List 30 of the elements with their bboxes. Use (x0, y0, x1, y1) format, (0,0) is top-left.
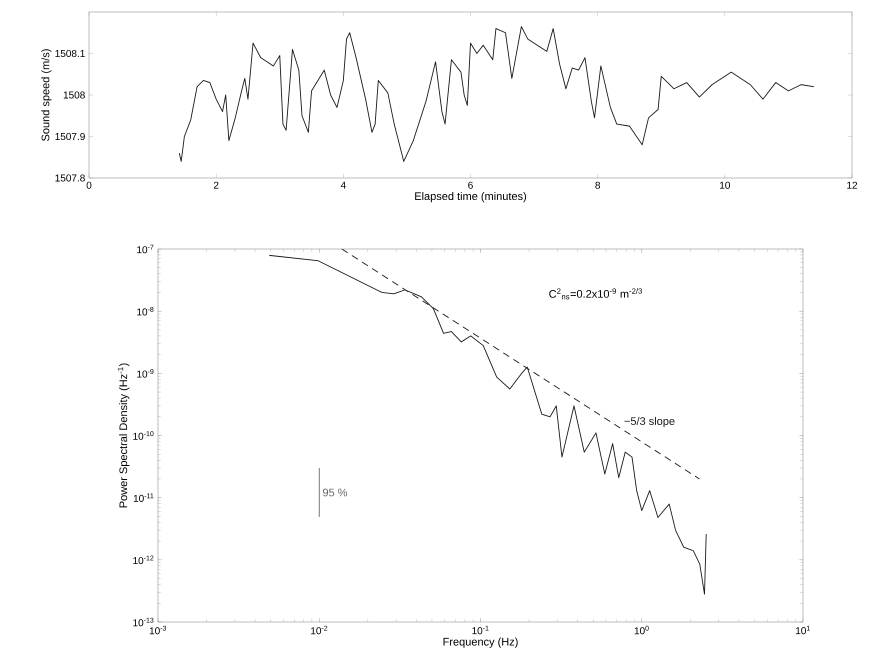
y-tick-label: 1508 (64, 91, 85, 99)
y-axis-title: Sound speed (m/s) (41, 49, 52, 141)
y-tick-label: 10$^{-10}$ (133, 431, 154, 440)
x-tick-label: 0 (86, 182, 92, 189)
series-label: 95 % (322, 488, 348, 496)
y-tick-label: 10$^{-8}$ (137, 306, 154, 316)
x-tick-label: 2 (214, 182, 218, 189)
x-tick-label: 10$^{0}$ (634, 626, 649, 634)
x-tick-label: 4 (340, 182, 346, 189)
y-tick-label: 1508.1 (55, 50, 85, 58)
y-tick-label: 10$^{-13}$ (133, 618, 154, 626)
x-tick-label: 12 (847, 182, 858, 189)
y-tick-label: 10$^{-9}$ (137, 369, 154, 378)
y-tick-label: 10$^{-12}$ (133, 556, 154, 564)
annotation: C$^{2}$$_{ns}$=0.2x10$^{-9}$ m$^{-2/3}$ (549, 288, 642, 300)
x-tick-label: 10 (720, 182, 730, 189)
y-tick-label: 10$^{-7}$ (137, 244, 154, 254)
x-tick-label: 10$^{-1}$ (472, 626, 489, 634)
x-tick-label: 10$^{1}$ (796, 626, 810, 634)
y-tick-label: 10$^{-11}$ (134, 493, 154, 502)
x-tick-label: 10$^{-3}$ (150, 626, 166, 634)
x-tick-label: 8 (595, 182, 600, 189)
series-label: −5/3 slope (624, 416, 675, 428)
y-tick-label: 1507.8 (55, 174, 85, 182)
y-tick-label: 1507.9 (55, 132, 85, 140)
x-axis-title: Elapsed time (minutes) (415, 192, 526, 202)
x-tick-label: 10$^{-2}$ (311, 626, 328, 634)
y-axis-title: Power Spectral Density (Hz$^{-1}$) (118, 363, 130, 508)
x-axis-title: Frequency (Hz) (444, 638, 518, 648)
x-tick-label: 6 (468, 182, 473, 189)
